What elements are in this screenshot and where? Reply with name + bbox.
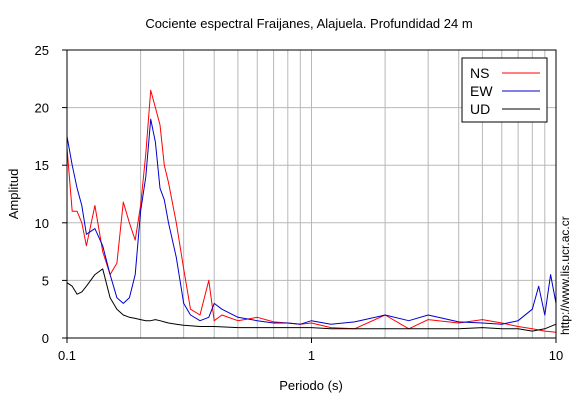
legend-box [461,57,548,123]
series-line-ud [66,268,557,332]
y-axis-title: Amplitud [6,169,21,220]
x-tick-label: 10 [549,348,563,363]
y-tick-label: 25 [35,43,49,58]
x-axis-title: Periodo (s) [279,378,343,393]
y-tick-label: 0 [42,331,49,346]
legend-label-ew: EW [470,83,493,99]
y-tick-label: 5 [42,273,49,288]
legend-label-ns: NS [470,65,489,81]
series-line-ew [66,118,557,325]
axis-ticks [62,49,557,343]
grid [67,50,556,338]
series-layer [66,89,557,333]
y-tick-label: 15 [35,158,49,173]
x-tick-label: 0.1 [58,348,76,363]
credit-url: http://www.lis.ucr.ac.cr [558,216,572,335]
x-tick-label: 1 [308,348,315,363]
legend: NS EW UD [461,57,548,123]
tick-labels: 0.1 1 10 0 5 10 15 20 25 [35,43,564,363]
y-tick-label: 20 [35,101,49,116]
chart-title: Cociente espectral Fraijanes, Alajuela. … [145,16,472,31]
y-tick-label: 10 [35,216,49,231]
series-line-ns [66,89,557,333]
legend-label-ud: UD [470,101,490,117]
